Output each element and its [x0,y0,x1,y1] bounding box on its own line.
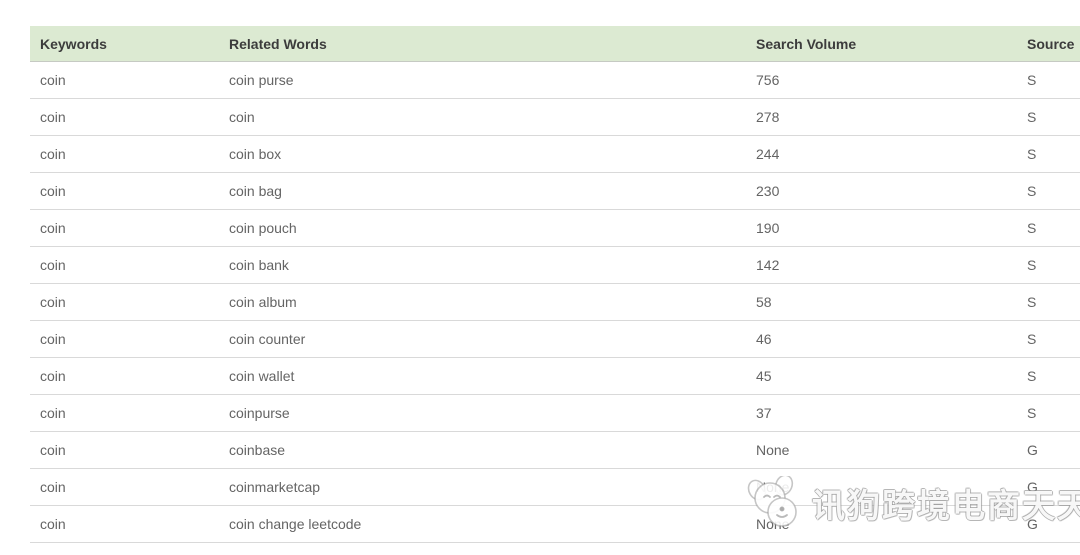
cell-search-volume: 244 [746,135,1017,173]
table-row: coin coin counter 46 S [30,320,1080,358]
cell-source: S [1017,394,1080,432]
cell-related-word: coinbase [219,431,746,469]
cell-source: G [1017,468,1080,506]
cell-source: S [1017,320,1080,358]
cell-search-volume: None [746,505,1017,543]
cell-keyword: coin [30,468,219,506]
column-header-related-words: Related Words [219,26,746,62]
column-header-search-volume: Search Volume [746,26,1017,62]
cell-related-word: coinmarketcap [219,468,746,506]
column-header-source: Source [1017,26,1080,62]
cell-search-volume [746,542,1017,555]
cell-source [1017,542,1080,555]
cell-search-volume: 142 [746,246,1017,284]
table-row: coin coinbase None G [30,431,1080,469]
cell-source: S [1017,98,1080,136]
cell-keyword: coin [30,246,219,284]
column-header-keywords: Keywords [30,26,219,62]
table-row: coin coin album 58 S [30,283,1080,321]
cell-related-word: coin pouch [219,209,746,247]
cell-keyword: coin [30,320,219,358]
keyword-results-table-container: Keywords Related Words Search Volume Sou… [30,26,1080,555]
cell-keyword: coin [30,283,219,321]
table-row: coin [30,542,1080,555]
cell-search-volume: 278 [746,98,1017,136]
table-row: coin coin pouch 190 S [30,209,1080,247]
cell-related-word: coin purse [229,72,294,88]
cell-keyword: coin [30,505,219,543]
cell-search-volume: None [746,431,1017,469]
cell-search-volume: 230 [746,172,1017,210]
table-row: coin coin change leetcode None G [30,505,1080,543]
cell-source: G [1017,505,1080,543]
table-row: coin coin bag 230 S [30,172,1080,210]
cell-source: S [1017,246,1080,284]
cell-keyword: coin [30,172,219,210]
cell-related-word: coin [219,98,746,136]
keyword-results-table: Keywords Related Words Search Volume Sou… [30,26,1080,555]
cell-source: S [1017,209,1080,247]
cell-keyword: coin [30,135,219,173]
cell-source: S [1017,172,1080,210]
cell-search-volume: 46 [746,320,1017,358]
cell-search-volume: 45 [746,357,1017,395]
cell-related-word: coin album [219,283,746,321]
cell-related-word: coin bag [219,172,746,210]
cell-related-word: coinpurse [219,394,746,432]
table-row: coin coin wallet 45 S [30,357,1080,395]
cell-related-word: coin change leetcode [219,505,746,543]
cell-source: S [1017,135,1080,173]
table-row: coin coinpurse 37 S [30,394,1080,432]
table-header-row: Keywords Related Words Search Volume Sou… [30,26,1080,62]
cell-keyword: coin [30,431,219,469]
cell-source: S [1027,72,1037,88]
table-body: coin coin purse 756 S coin coin 278 S co… [30,62,1080,555]
cell-keyword: coin [30,209,219,247]
cell-keyword: coin [30,357,219,395]
cell-related-word [219,542,746,555]
table-header: Keywords Related Words Search Volume Sou… [30,26,1080,62]
cell-search-volume: 37 [746,394,1017,432]
cell-related-word: coin box [219,135,746,173]
cell-source: S [1017,357,1080,395]
cell-search-volume: None [746,468,1017,506]
cell-search-volume: 58 [746,283,1017,321]
cell-source: G [1017,431,1080,469]
cell-related-word: coin wallet [219,357,746,395]
cell-keyword: coin [30,98,219,136]
cell-search-volume: 190 [746,209,1017,247]
table-row: coin coin box 244 S [30,135,1080,173]
table-row: coin coin bank 142 S [30,246,1080,284]
cell-keyword: coin [40,72,66,88]
cell-keyword: coin [30,542,219,555]
table-row: coin coin 278 S [30,98,1080,136]
cell-search-volume: 756 [756,72,780,88]
cell-related-word: coin counter [219,320,746,358]
cell-source: S [1017,283,1080,321]
table-row: coin coin purse 756 S [30,62,1080,99]
cell-keyword: coin [30,394,219,432]
table-row: coin coinmarketcap None G [30,468,1080,506]
cell-related-word: coin bank [219,246,746,284]
